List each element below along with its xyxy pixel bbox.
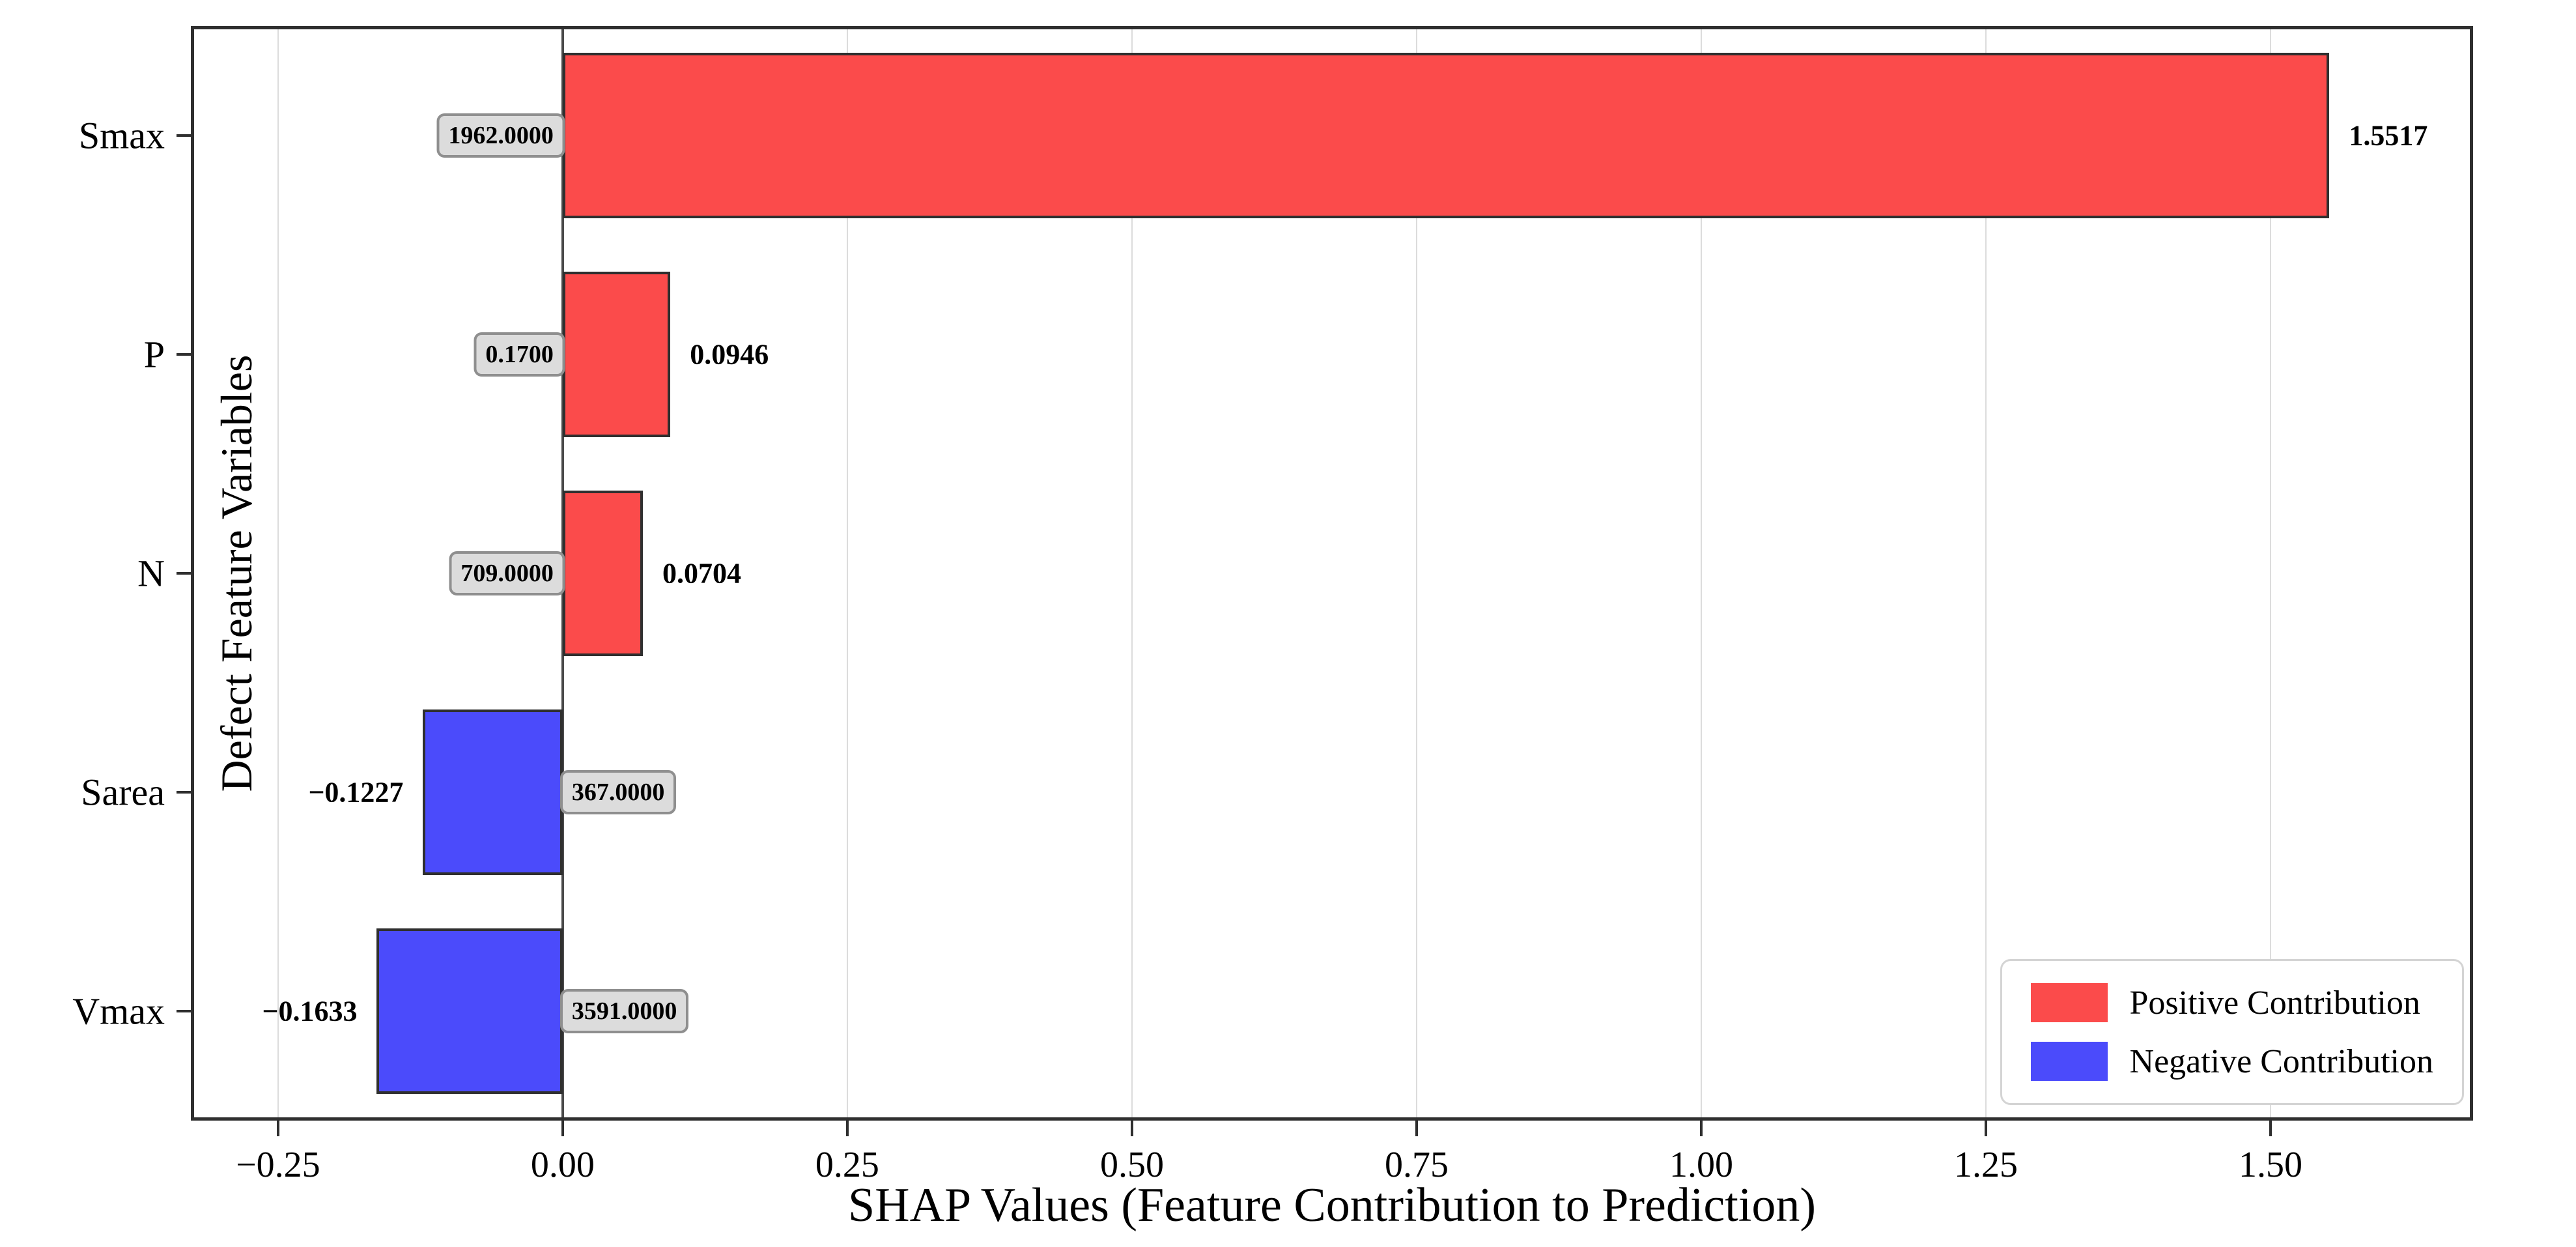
grid-line — [1131, 26, 1133, 1121]
x-tick-label: 1.25 — [1954, 1145, 2018, 1185]
category-label-smax: Smax — [78, 114, 165, 157]
legend-entry-negative: Negative Contribution — [2030, 1042, 2433, 1081]
legend-entry-positive: Positive Contribution — [2030, 983, 2433, 1022]
bar-value-label: −0.1227 — [308, 776, 404, 809]
x-axis-tick — [1985, 1121, 1987, 1136]
x-axis-tick — [1130, 1121, 1133, 1136]
y-axis-tick — [177, 1010, 191, 1012]
y-axis-tick — [177, 134, 191, 137]
x-axis-tick — [276, 1121, 279, 1136]
plot-area — [191, 26, 2473, 1121]
category-label-p: P — [143, 333, 165, 376]
bar-smax — [562, 53, 2330, 218]
y-axis-tick — [177, 791, 191, 794]
x-tick-label: −0.25 — [236, 1145, 320, 1185]
grid-line — [1985, 26, 1987, 1121]
grid-line — [1415, 26, 1417, 1121]
y-axis-tick — [177, 353, 191, 356]
category-label-n: N — [137, 552, 165, 595]
category-label-sarea: Sarea — [81, 771, 165, 814]
bar-value-label: −0.1633 — [262, 995, 358, 1027]
feature-value-badge: 1962.0000 — [436, 113, 565, 158]
bar-value-label: 1.5517 — [2349, 119, 2428, 152]
legend-label: Positive Contribution — [2129, 984, 2420, 1022]
grid-line — [1700, 26, 1702, 1121]
feature-value-badge: 367.0000 — [559, 770, 677, 814]
feature-value-badge: 3591.0000 — [559, 989, 689, 1033]
x-tick-label: 0.75 — [1384, 1145, 1449, 1185]
x-tick-label: 0.25 — [815, 1145, 879, 1185]
category-label-vmax: Vmax — [72, 990, 165, 1033]
bar-value-label: 0.0704 — [662, 557, 741, 590]
bar-vmax — [376, 928, 563, 1094]
x-axis-tick — [2269, 1121, 2272, 1136]
feature-value-badge: 0.1700 — [474, 332, 565, 377]
grid-line — [277, 26, 279, 1121]
grid-line — [2270, 26, 2272, 1121]
grid-line — [846, 26, 848, 1121]
x-axis-tick — [1699, 1121, 1703, 1136]
y-axis-tick — [177, 572, 191, 575]
legend: Positive Contribution Negative Contribut… — [2000, 959, 2464, 1105]
positive-color-swatch — [2030, 983, 2108, 1022]
x-axis-tick — [1415, 1121, 1418, 1136]
x-axis-tick — [845, 1121, 849, 1136]
x-tick-label: 0.00 — [530, 1145, 595, 1185]
x-tick-label: 1.00 — [1669, 1145, 1733, 1185]
feature-value-badge: 709.0000 — [449, 551, 565, 595]
x-tick-label: 1.50 — [2239, 1145, 2303, 1185]
legend-label: Negative Contribution — [2129, 1042, 2433, 1080]
negative-color-swatch — [2030, 1042, 2108, 1081]
x-axis-tick — [561, 1121, 564, 1136]
bar-value-label: 0.0946 — [690, 338, 769, 371]
x-tick-label: 0.50 — [1099, 1145, 1164, 1185]
x-axis-title: SHAP Values (Feature Contribution to Pre… — [847, 1179, 1817, 1232]
